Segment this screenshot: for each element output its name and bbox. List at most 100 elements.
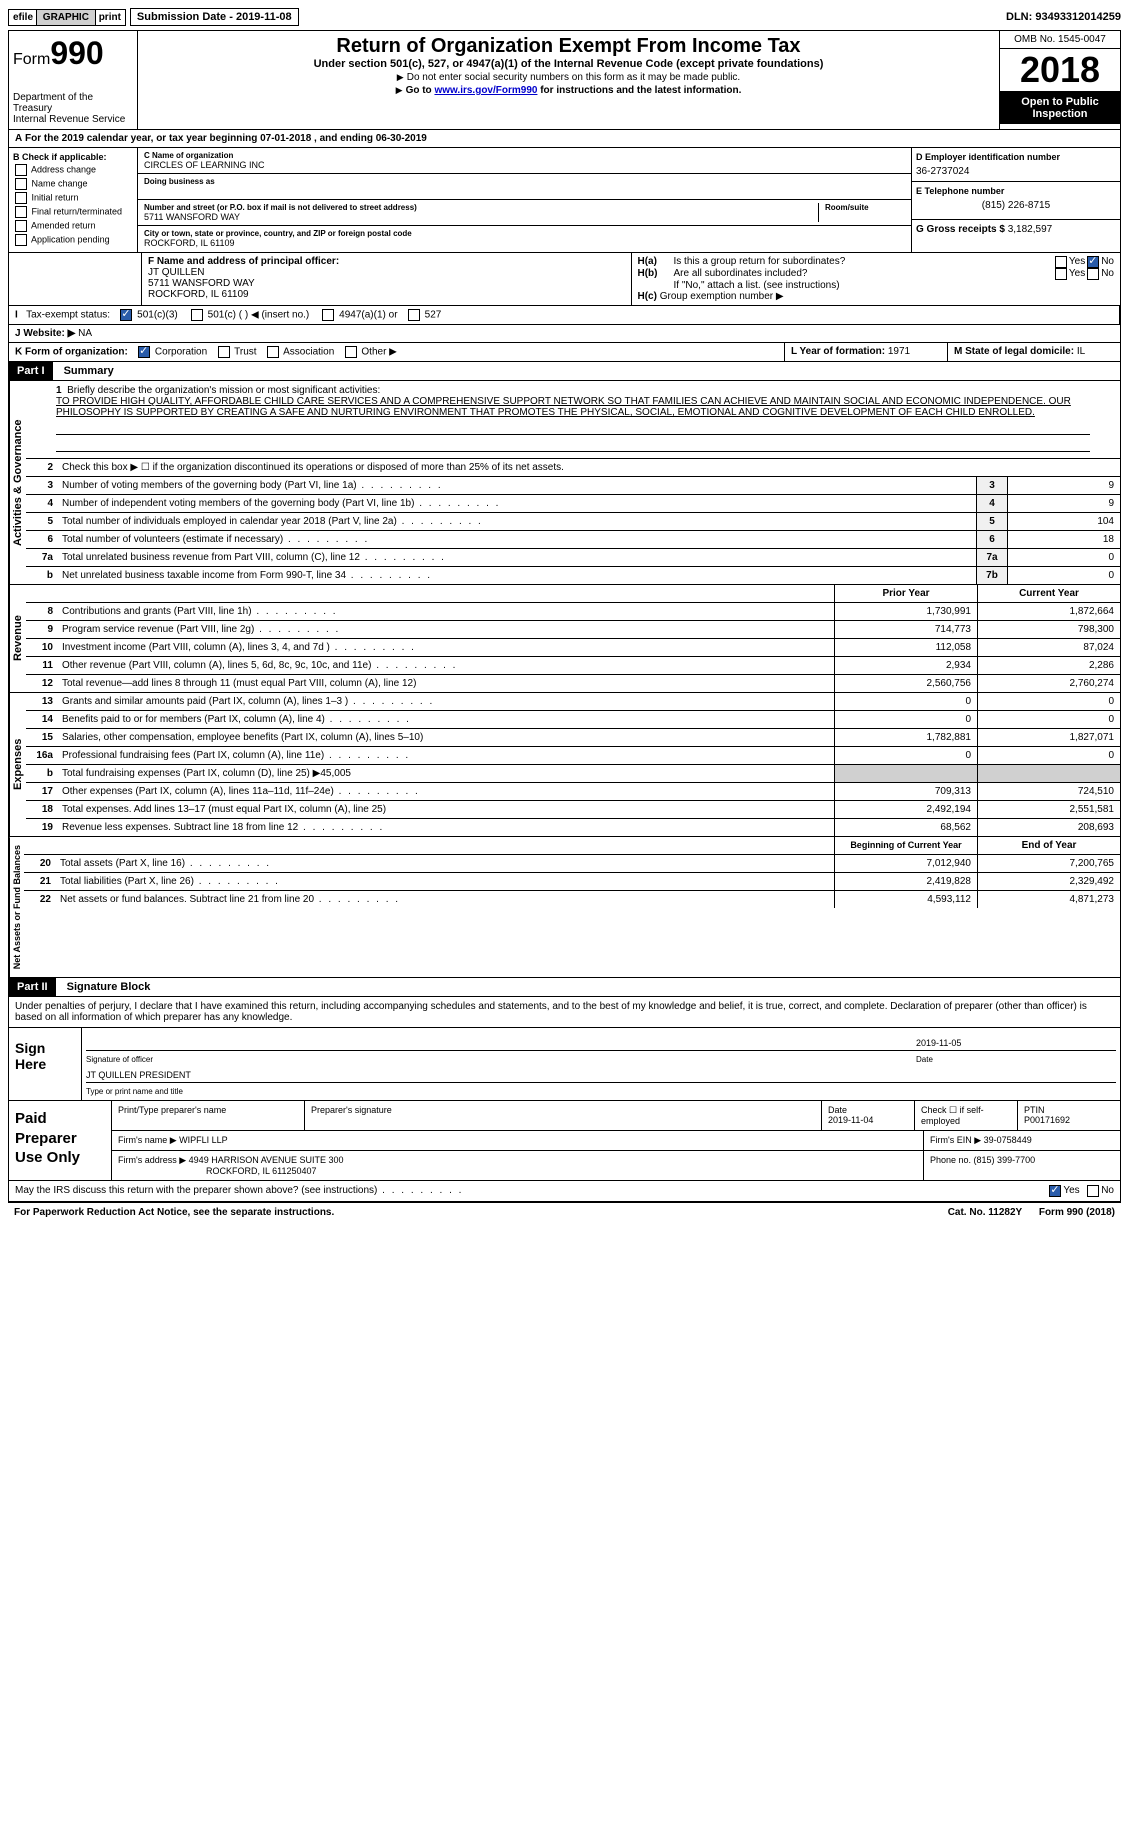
line21-end: 2,329,492 xyxy=(977,873,1120,890)
line14-current: 0 xyxy=(977,711,1120,728)
mission-text: TO PROVIDE HIGH QUALITY, AFFORDABLE CHIL… xyxy=(56,396,1071,418)
firm-ein: 39-0758449 xyxy=(984,1135,1032,1145)
paid-preparer-section: Paid Preparer Use Only Print/Type prepar… xyxy=(9,1101,1120,1181)
ptin: P00171692 xyxy=(1024,1115,1070,1125)
expenses-section: Expenses 13Grants and similar amounts pa… xyxy=(9,693,1120,837)
line19-current: 208,693 xyxy=(977,819,1120,836)
end-year-header: End of Year xyxy=(977,837,1120,854)
cat-no: Cat. No. 11282Y xyxy=(948,1207,1022,1218)
form-id-block: Form990 Department of the Treasury Inter… xyxy=(9,31,138,129)
dln: DLN: 93493312014259 xyxy=(1006,11,1121,23)
website-row: J Website: ▶ NA xyxy=(9,325,1120,343)
firm-name: WIPFLI LLP xyxy=(179,1135,228,1145)
application-pending-checkbox[interactable] xyxy=(15,234,27,246)
graphic-badge: GRAPHIC xyxy=(36,9,96,26)
501c-checkbox[interactable] xyxy=(191,309,203,321)
line17-current: 724,510 xyxy=(977,783,1120,800)
tax-period: A For the 2019 calendar year, or tax yea… xyxy=(9,130,1120,148)
firm-phone: (815) 399-7700 xyxy=(974,1155,1036,1165)
name-change-checkbox[interactable] xyxy=(15,178,27,190)
line7b-value: 0 xyxy=(1007,567,1120,584)
form-subtitle: Under section 501(c), 527, or 4947(a)(1)… xyxy=(142,58,995,70)
line12-current: 2,760,274 xyxy=(977,675,1120,692)
identity-section: B Check if applicable: Address change Na… xyxy=(9,148,1120,253)
line17-prior: 709,313 xyxy=(834,783,977,800)
line3-value: 9 xyxy=(1007,477,1120,494)
discuss-yes-checkbox[interactable] xyxy=(1049,1185,1061,1197)
box-d-e-g: D Employer identification number 36-2737… xyxy=(911,148,1120,252)
group-return-no-checkbox[interactable] xyxy=(1087,256,1099,268)
line20-end: 7,200,765 xyxy=(977,855,1120,872)
begin-year-header: Beginning of Current Year xyxy=(834,837,977,854)
line4-value: 9 xyxy=(1007,495,1120,512)
efile-label: efile GRAPHIC print xyxy=(8,9,126,26)
line16b-current-shaded xyxy=(977,765,1120,782)
trust-checkbox[interactable] xyxy=(218,346,230,358)
line21-begin: 2,419,828 xyxy=(834,873,977,890)
line22-begin: 4,593,112 xyxy=(834,891,977,908)
other-checkbox[interactable] xyxy=(345,346,357,358)
omb-number: OMB No. 1545-0047 xyxy=(1000,31,1120,49)
officer-group-row: F Name and address of principal officer:… xyxy=(9,253,1120,306)
telephone: (815) 226-8715 xyxy=(916,196,1116,215)
amended-return-checkbox[interactable] xyxy=(15,220,27,232)
association-checkbox[interactable] xyxy=(267,346,279,358)
line12-prior: 2,560,756 xyxy=(834,675,977,692)
net-assets-section: Net Assets or Fund Balances Beginning of… xyxy=(9,837,1120,978)
sign-here-label: Sign Here xyxy=(9,1028,82,1100)
line11-current: 2,286 xyxy=(977,657,1120,674)
line22-end: 4,871,273 xyxy=(977,891,1120,908)
ein: 36-2737024 xyxy=(916,162,1116,181)
line6-value: 18 xyxy=(1007,531,1120,548)
revenue-tab: Revenue xyxy=(9,585,26,692)
form-header: Form990 Department of the Treasury Inter… xyxy=(9,31,1120,130)
initial-return-checkbox[interactable] xyxy=(15,192,27,204)
form-number-footer: Form 990 (2018) xyxy=(1039,1207,1115,1218)
pra-notice: For Paperwork Reduction Act Notice, see … xyxy=(14,1207,334,1218)
expenses-tab: Expenses xyxy=(9,693,26,836)
mission-block: 1 Briefly describe the organization's mi… xyxy=(26,381,1120,459)
firm-address1: 4949 HARRISON AVENUE SUITE 300 xyxy=(189,1155,344,1165)
line9-current: 798,300 xyxy=(977,621,1120,638)
part1-header-row: Part I Summary xyxy=(9,362,1120,381)
final-return-checkbox[interactable] xyxy=(15,206,27,218)
tax-year: 2018 xyxy=(1000,49,1120,92)
line18-current: 2,551,581 xyxy=(977,801,1120,818)
revenue-section: Revenue Prior YearCurrent Year 8Contribu… xyxy=(9,585,1120,693)
box-h: H(a)Is this a group return for subordina… xyxy=(632,253,1121,305)
discuss-no-checkbox[interactable] xyxy=(1087,1185,1099,1197)
group-return-yes-checkbox[interactable] xyxy=(1055,256,1067,268)
net-assets-tab: Net Assets or Fund Balances xyxy=(9,837,24,977)
4947-checkbox[interactable] xyxy=(322,309,334,321)
line13-current: 0 xyxy=(977,693,1120,710)
line10-current: 87,024 xyxy=(977,639,1120,656)
address-change-checkbox[interactable] xyxy=(15,164,27,176)
line8-prior: 1,730,991 xyxy=(834,603,977,620)
501c3-checkbox[interactable] xyxy=(120,309,132,321)
page-footer: For Paperwork Reduction Act Notice, see … xyxy=(8,1203,1121,1222)
subordinates-yes-checkbox[interactable] xyxy=(1055,268,1067,280)
efile-header: efile GRAPHIC print Submission Date - 20… xyxy=(8,8,1121,26)
corporation-checkbox[interactable] xyxy=(138,346,150,358)
line16b-prior-shaded xyxy=(834,765,977,782)
subordinates-no-checkbox[interactable] xyxy=(1087,268,1099,280)
line9-prior: 714,773 xyxy=(834,621,977,638)
org-form-row: K Form of organization: Corporation Trus… xyxy=(9,343,1120,362)
line20-begin: 7,012,940 xyxy=(834,855,977,872)
line16a-current: 0 xyxy=(977,747,1120,764)
line13-prior: 0 xyxy=(834,693,977,710)
submission-date: Submission Date - 2019-11-08 xyxy=(130,8,299,26)
irs-link[interactable]: www.irs.gov/Form990 xyxy=(434,85,537,96)
year-formation: 1971 xyxy=(888,346,910,357)
officer-name: JT QUILLEN xyxy=(148,267,205,278)
declaration-text: Under penalties of perjury, I declare th… xyxy=(9,997,1120,1028)
sign-here-section: Sign Here 2019-11-05 Signature of office… xyxy=(9,1028,1120,1101)
officer-sign-date: 2019-11-05 xyxy=(916,1038,1116,1048)
preparer-date: 2019-11-04 xyxy=(828,1115,873,1125)
line15-prior: 1,782,881 xyxy=(834,729,977,746)
line11-prior: 2,934 xyxy=(834,657,977,674)
org-street: 5711 WANSFORD WAY xyxy=(144,212,818,222)
current-year-header: Current Year xyxy=(977,585,1120,602)
line5-value: 104 xyxy=(1007,513,1120,530)
527-checkbox[interactable] xyxy=(408,309,420,321)
